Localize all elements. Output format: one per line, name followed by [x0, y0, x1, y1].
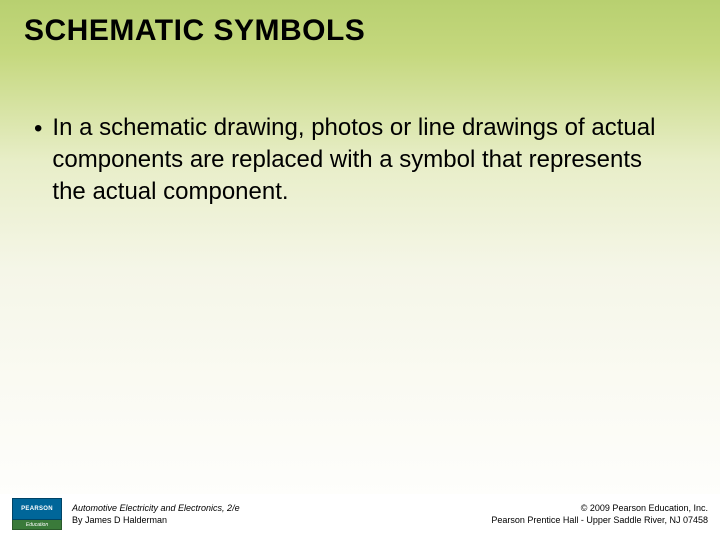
publisher-logo: PEARSON Education — [12, 498, 62, 530]
address-line: Pearson Prentice Hall - Upper Saddle Riv… — [491, 514, 708, 526]
logo-top-label: PEARSON — [12, 498, 62, 520]
bullet-text: In a schematic drawing, photos or line d… — [52, 112, 680, 208]
bullet-marker: • — [34, 112, 42, 146]
footer-right: © 2009 Pearson Education, Inc. Pearson P… — [491, 502, 708, 526]
author-line: By James D Halderman — [72, 514, 240, 526]
copyright-line: © 2009 Pearson Education, Inc. — [491, 502, 708, 514]
footer-left: Automotive Electricity and Electronics, … — [72, 502, 240, 526]
slide-title: SCHEMATIC SYMBOLS — [24, 14, 365, 48]
logo-bottom-label: Education — [12, 520, 62, 530]
bullet-item: • In a schematic drawing, photos or line… — [34, 112, 680, 208]
book-title: Automotive Electricity and Electronics, … — [72, 502, 240, 514]
slide-body: • In a schematic drawing, photos or line… — [34, 112, 680, 208]
slide-footer: PEARSON Education Automotive Electricity… — [0, 494, 720, 540]
slide: SCHEMATIC SYMBOLS • In a schematic drawi… — [0, 0, 720, 540]
